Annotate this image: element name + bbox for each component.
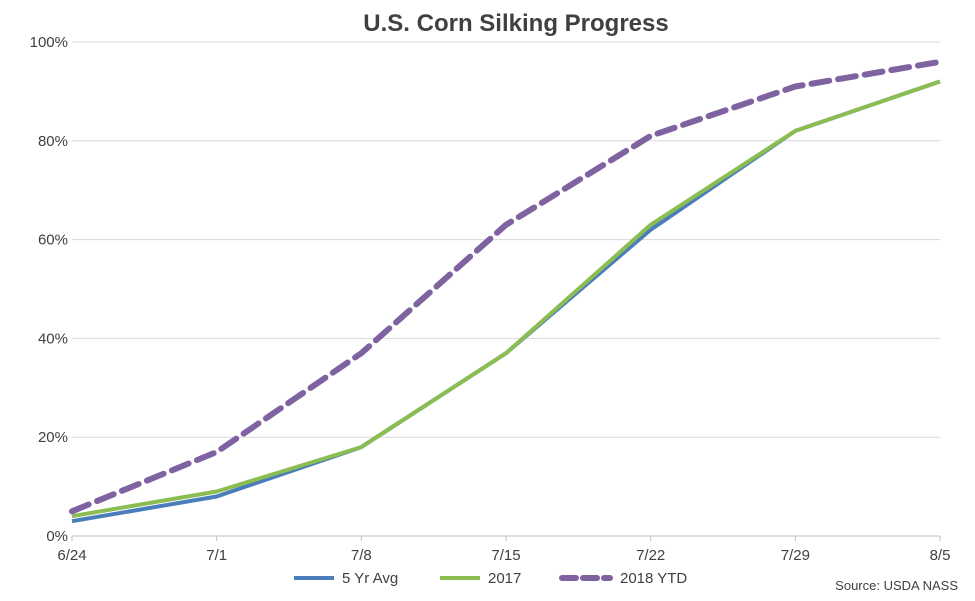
y-tick-label: 20%	[38, 429, 68, 446]
y-tick-label: 40%	[38, 330, 68, 347]
x-tick-label: 8/5	[930, 547, 951, 564]
y-tick-label: 0%	[46, 528, 68, 545]
y-tick-label: 80%	[38, 133, 68, 150]
y-tick-label: 100%	[30, 34, 68, 51]
legend-label: 2018 YTD	[620, 570, 687, 587]
legend: 5 Yr Avg 2017 2018 YTD	[294, 570, 687, 587]
gridlines	[72, 41, 940, 438]
legend-label: 2017	[488, 570, 521, 587]
series-line-2017	[71, 79, 941, 519]
x-tick-label: 7/8	[351, 547, 372, 564]
x-tick-label: 7/29	[781, 547, 810, 564]
series	[69, 58, 943, 524]
x-tick-label: 6/24	[57, 547, 86, 564]
source-note: Source: USDA NASS	[835, 578, 958, 593]
x-tick-label: 7/15	[491, 547, 520, 564]
chart-title: U.S. Corn Silking Progress	[363, 10, 668, 37]
series-line-2018-ytd	[69, 58, 943, 515]
y-tick-label: 60%	[38, 232, 68, 249]
axes: 0% 20% 40% 60% 80% 100% 6/24 7/1 7/8 7/15 7/22 7/29…	[30, 34, 951, 564]
legend-label: 5 Yr Avg	[342, 570, 398, 587]
x-tick-label: 7/1	[206, 547, 227, 564]
x-tick-label: 7/22	[636, 547, 665, 564]
